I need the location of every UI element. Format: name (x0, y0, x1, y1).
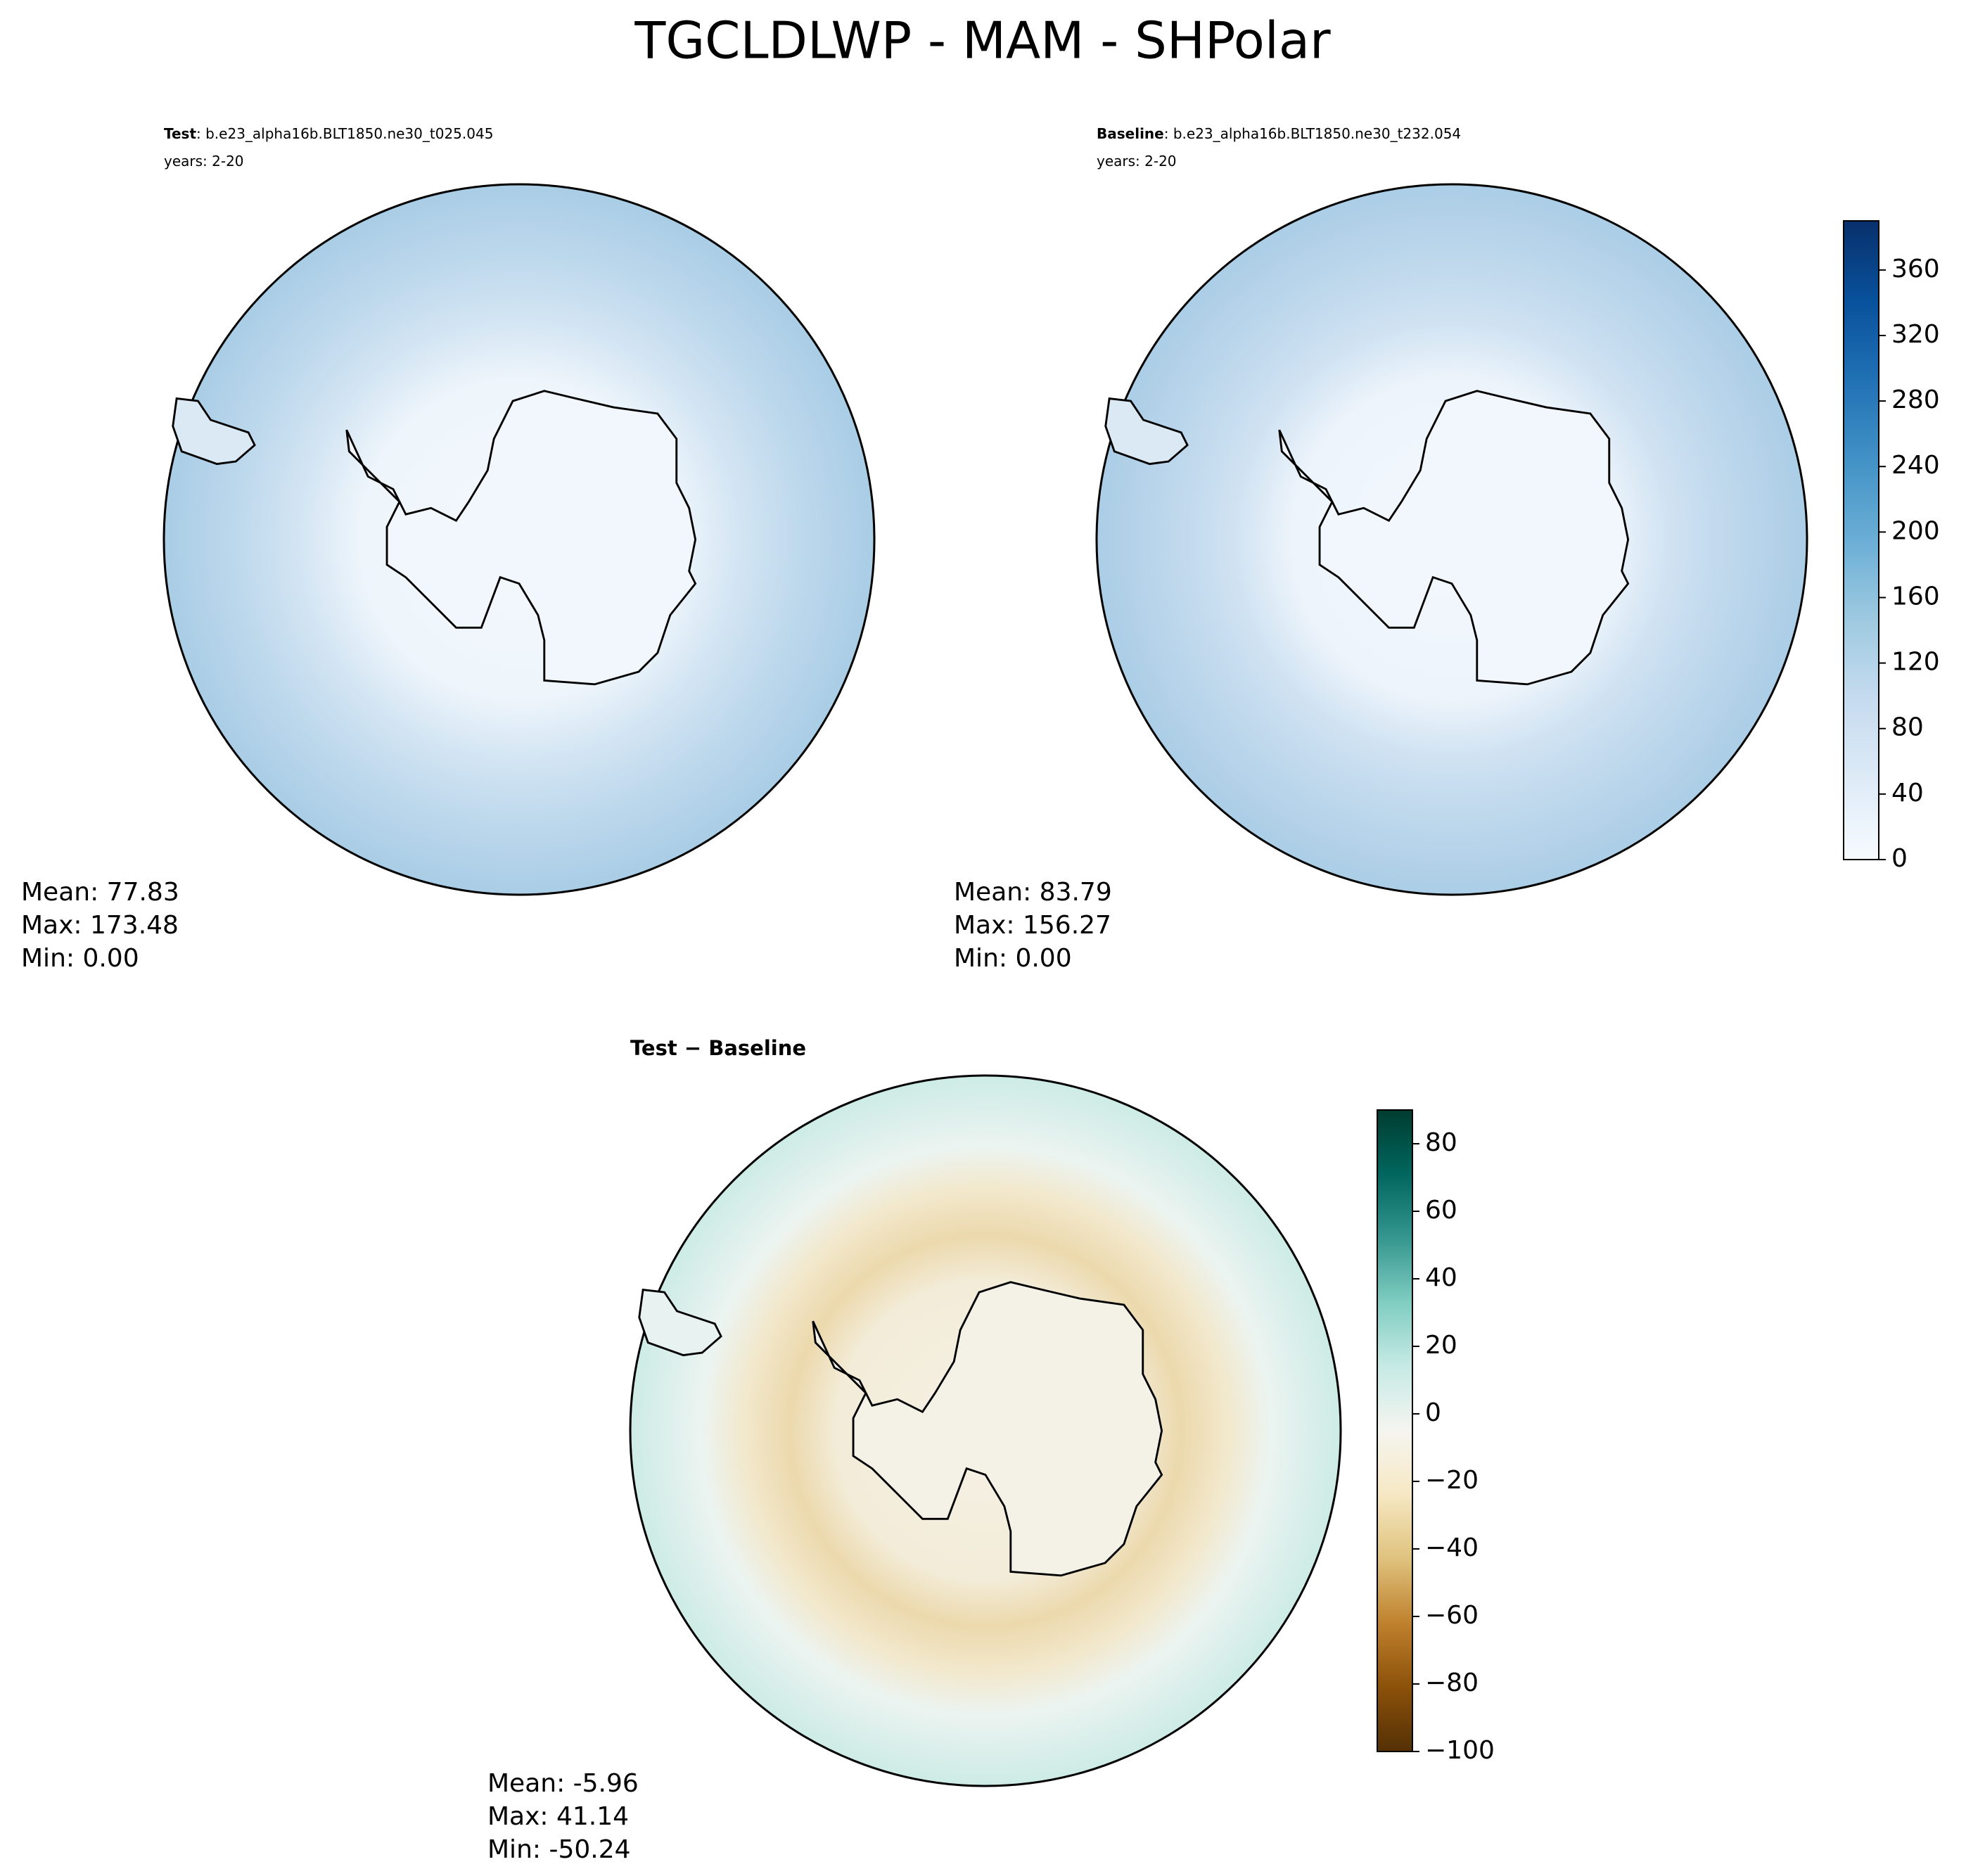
tick-label: 20 (1425, 1331, 1457, 1360)
tick-label: 80 (1891, 713, 1924, 742)
tick-label: −100 (1425, 1736, 1495, 1765)
tick-label: 0 (1425, 1398, 1441, 1427)
stat: Mean: 83.79 (954, 878, 1112, 907)
tick-label: 320 (1891, 320, 1940, 349)
map (162, 183, 876, 896)
map (629, 1074, 1342, 1787)
panel-title: Baseline: b.e23_alpha16b.BLT1850.ne30_t2… (1097, 125, 1461, 142)
panel-heading: Test (164, 125, 196, 142)
tick-label: 160 (1891, 582, 1940, 611)
stat: Mean: -5.96 (487, 1769, 639, 1798)
panel-heading: Baseline (1097, 125, 1164, 142)
case-name: : b.e23_alpha16b.BLT1850.ne30_t232.054 (1164, 125, 1461, 142)
years: years: 2-20 (164, 153, 244, 170)
years: years: 2-20 (1097, 153, 1177, 170)
tick-label: −40 (1425, 1533, 1479, 1562)
tick-label: 40 (1891, 779, 1924, 808)
colorbar (1377, 1109, 1413, 1752)
stat: Mean: 77.83 (21, 878, 179, 907)
tick-label: 280 (1891, 385, 1940, 414)
tick-label: 120 (1891, 648, 1940, 677)
tick-label: −20 (1425, 1466, 1479, 1495)
colorbar (1843, 220, 1879, 860)
panel-title: Test: b.e23_alpha16b.BLT1850.ne30_t025.0… (164, 125, 493, 142)
tick-label: 80 (1425, 1128, 1457, 1157)
figure-title: TGCLDLWP - MAM - SHPolar (634, 11, 1331, 70)
stat: Min: 0.00 (21, 944, 139, 973)
panel-title: Test − Baseline (630, 1036, 806, 1060)
tick-label: 200 (1891, 516, 1940, 545)
tick-label: 0 (1891, 844, 1908, 873)
tick-label: −80 (1425, 1668, 1479, 1697)
tick-label: 360 (1891, 255, 1940, 283)
tick-label: 240 (1891, 451, 1940, 480)
stat: Max: 173.48 (21, 911, 179, 940)
map (1095, 183, 1808, 896)
stat: Max: 41.14 (487, 1802, 629, 1831)
stat: Min: -50.24 (487, 1835, 631, 1864)
stat: Min: 0.00 (954, 944, 1072, 973)
tick-label: 60 (1425, 1196, 1457, 1225)
case-name: : b.e23_alpha16b.BLT1850.ne30_t025.045 (196, 125, 493, 142)
tick-label: −60 (1425, 1601, 1479, 1630)
stat: Max: 156.27 (954, 911, 1111, 940)
tick-label: 40 (1425, 1263, 1457, 1292)
